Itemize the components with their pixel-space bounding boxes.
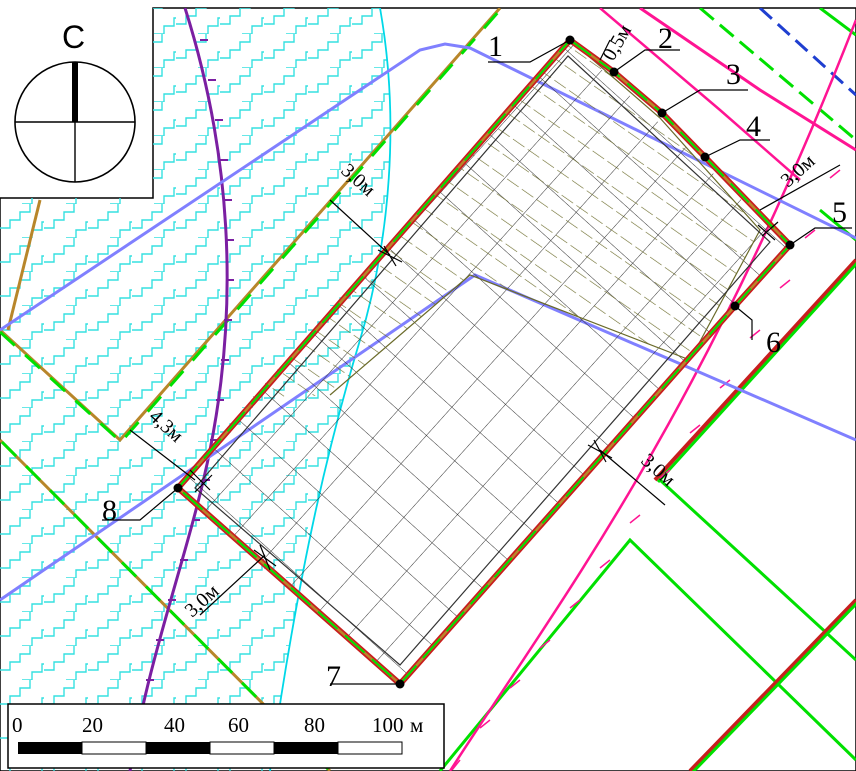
neighbor-boundaries [0, 8, 856, 771]
point-label-1: 1 [488, 30, 503, 63]
point-label-4: 4 [746, 110, 761, 143]
leader-lines [102, 39, 852, 685]
point-label-6: 6 [766, 326, 781, 359]
scale-tick-60: 60 [228, 713, 249, 737]
dimension-marks [129, 39, 841, 616]
point-label-5: 5 [832, 196, 847, 229]
point-label-3: 3 [726, 58, 741, 91]
scale-bar: 0 20 40 60 80 100 м [7, 703, 445, 769]
scale-tick-0: 0 [12, 713, 23, 737]
setback-outline [194, 55, 771, 666]
scale-tick-100: 100 [372, 713, 404, 737]
scale-tick-40: 40 [164, 713, 185, 737]
point-label-7: 7 [326, 660, 341, 693]
point-label-2: 2 [658, 22, 673, 55]
purple-line-ticks [138, 39, 234, 721]
scale-tick-20: 20 [82, 713, 103, 737]
north-arrow: С [14, 19, 136, 183]
scale-unit: м [410, 713, 423, 737]
north-label: С [62, 19, 85, 55]
point-label-8: 8 [102, 494, 117, 527]
hatch-zone-edge [329, 39, 761, 396]
scale-tick-80: 80 [304, 713, 325, 737]
